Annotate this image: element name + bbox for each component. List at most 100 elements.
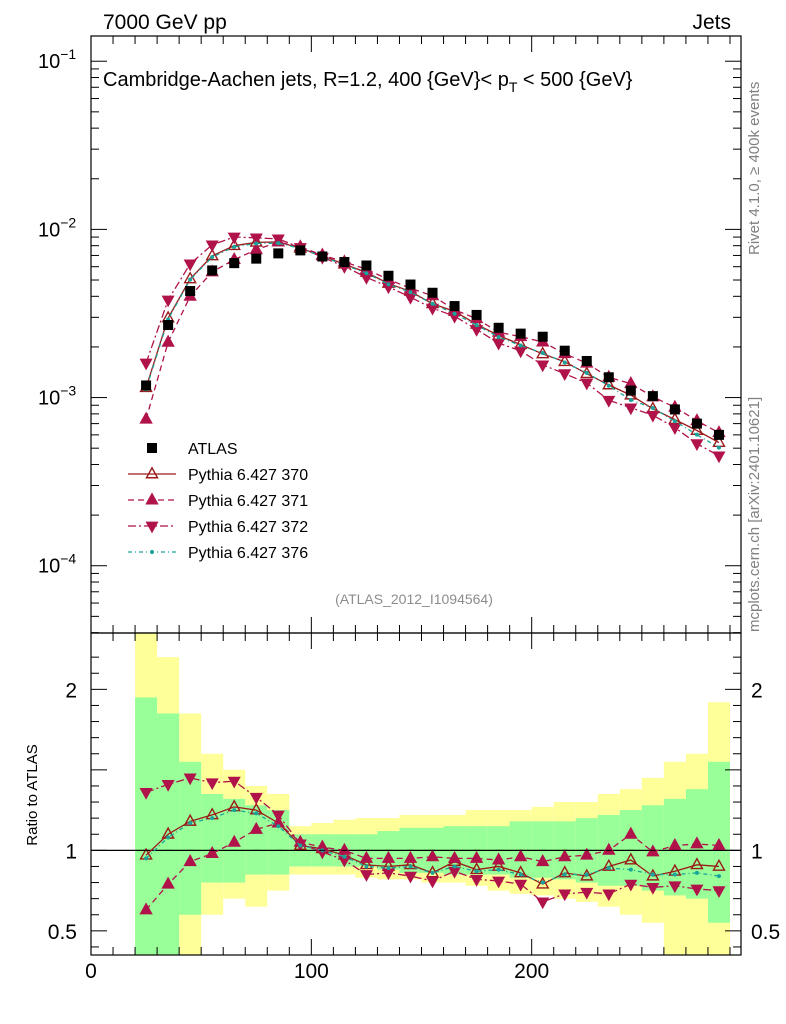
ratio-point-pythia-6-427-376 <box>144 856 149 861</box>
ratio-band-inner <box>531 821 554 878</box>
main-line-pythia-6-427-372 <box>145 236 720 457</box>
ratio-point-pythia-6-427-372 <box>205 778 219 791</box>
main-point-pythia-6-427-372 <box>470 325 484 337</box>
ratio-point-pythia-6-427-372 <box>426 876 440 889</box>
main-point-pythia-6-427-370 <box>558 354 572 367</box>
main-ytick-label-exponent: −4 <box>60 551 76 567</box>
ratio-point-pythia-6-427-371 <box>425 849 440 862</box>
main-line-pythia-6-427-376 <box>145 242 720 449</box>
main-point-pythia-6-427-376 <box>518 343 523 348</box>
ratio-point-pythia-6-427-376 <box>496 867 501 872</box>
main-point-pythia-6-427-372 <box>492 338 506 351</box>
data-point-atlas <box>361 260 372 271</box>
ratio-point-pythia-6-427-376 <box>628 867 633 872</box>
ratio-point-pythia-6-427-370 <box>359 857 374 870</box>
chart-title-end: < 500 {GeV} <box>517 69 632 91</box>
main-point-pythia-6-427-376 <box>364 271 369 276</box>
main-point-pythia-6-427-372 <box>536 360 550 373</box>
ratio-point-pythia-6-427-371 <box>712 837 726 850</box>
ratio-point-pythia-6-427-370 <box>558 865 572 878</box>
ratio-point-pythia-6-427-372 <box>249 792 263 805</box>
main-point-pythia-6-427-372 <box>139 358 153 371</box>
ratio-point-pythia-6-427-372 <box>492 876 506 889</box>
main-point-pythia-6-427-376 <box>430 301 435 306</box>
xtick-label: 100 <box>294 960 329 983</box>
ratio-point-pythia-6-427-372 <box>139 788 153 800</box>
xtick-label: 200 <box>514 960 549 983</box>
main-point-pythia-6-427-372 <box>646 410 660 423</box>
ratio-point-pythia-6-427-376 <box>694 870 699 875</box>
ratio-point-pythia-6-427-372 <box>183 773 197 786</box>
main-ytick-label: 10−4 <box>38 551 76 578</box>
ratio-point-pythia-6-427-371 <box>139 902 153 915</box>
ratio-point-pythia-6-427-376 <box>298 843 303 848</box>
ratio-point-pythia-6-427-376 <box>452 864 457 869</box>
ratio-point-pythia-6-427-376 <box>584 872 589 877</box>
ratio-point-pythia-6-427-376 <box>188 820 193 825</box>
ratio-point-pythia-6-427-371 <box>491 852 506 865</box>
data-point-atlas <box>493 322 504 333</box>
ratio-frame <box>90 632 742 956</box>
main-point-pythia-6-427-370 <box>580 366 594 379</box>
ratio-point-pythia-6-427-371 <box>447 850 462 863</box>
ratio-point-pythia-6-427-370 <box>536 876 550 889</box>
main-point-pythia-6-427-372 <box>249 233 263 246</box>
main-point-pythia-6-427-376 <box>584 370 589 375</box>
ratio-ytick-label-left: 2 <box>65 679 77 702</box>
main-ytick-label: 10−3 <box>38 383 76 410</box>
main-point-pythia-6-427-370 <box>602 377 616 390</box>
data-point-atlas <box>603 372 614 383</box>
ratio-point-pythia-6-427-376 <box>430 870 435 875</box>
legend-label: ATLAS <box>188 441 238 458</box>
ratio-point-pythia-6-427-372 <box>602 889 616 902</box>
ratio-point-pythia-6-427-372 <box>161 779 175 792</box>
main-point-pythia-6-427-376 <box>562 360 567 365</box>
main-point-pythia-6-427-372 <box>690 439 704 452</box>
data-point-atlas <box>339 256 350 267</box>
main-point-pythia-6-427-372 <box>426 303 440 316</box>
mcplots-label: mcplots.cern.ch [arXiv:2401.10621] <box>746 397 763 632</box>
ratio-point-pythia-6-427-371 <box>205 845 219 859</box>
main-point-pythia-6-427-372 <box>271 234 285 247</box>
ratio-point-pythia-6-427-376 <box>386 866 391 871</box>
ratio-point-pythia-6-427-371 <box>359 850 374 863</box>
ratio-point-pythia-6-427-376 <box>540 880 545 885</box>
data-point-atlas <box>449 301 460 312</box>
ratio-point-pythia-6-427-370 <box>469 862 484 875</box>
legend: ATLAS Pythia 6.427 370 Pythia 6.427 371 Pyt… <box>128 441 308 562</box>
ratio-point-pythia-6-427-372 <box>580 887 594 900</box>
ratio-point-pythia-6-427-376 <box>518 872 523 877</box>
ratio-point-pythia-6-427-371 <box>536 854 550 867</box>
data-point-atlas <box>713 429 724 440</box>
main-ytick-label: 10−2 <box>38 214 76 241</box>
ratio-point-pythia-6-427-372 <box>359 870 373 882</box>
main-point-pythia-6-427-371 <box>249 242 263 255</box>
data-point-atlas <box>405 279 416 290</box>
ratio-point-pythia-6-427-372 <box>403 871 418 884</box>
ratio-ytick-label-left: 1 <box>65 840 77 863</box>
main-point-pythia-6-427-372 <box>161 295 175 308</box>
ratio-point-pythia-6-427-370 <box>602 858 616 871</box>
chart-title-sub: T <box>509 79 518 95</box>
main-point-pythia-6-427-372 <box>668 423 682 435</box>
ratio-point-pythia-6-427-372 <box>558 889 572 902</box>
legend-marker <box>147 443 157 453</box>
ratio-point-pythia-6-427-372 <box>514 879 528 892</box>
legend-marker <box>150 550 154 554</box>
data-point-atlas <box>691 418 702 429</box>
legend-label: Pythia 6.427 371 <box>188 493 308 510</box>
data-point-atlas <box>273 248 284 259</box>
ratio-point-pythia-6-427-370 <box>183 813 197 826</box>
ratio-point-pythia-6-427-376 <box>254 811 259 816</box>
ratio-point-pythia-6-427-371 <box>227 834 241 847</box>
ratio-point-pythia-6-427-370 <box>712 858 726 871</box>
main-point-pythia-6-427-376 <box>188 277 193 282</box>
main-point-pythia-6-427-372 <box>602 395 616 408</box>
ratio-point-pythia-6-427-371 <box>161 876 175 889</box>
main-frame <box>90 35 742 634</box>
ratio-point-pythia-6-427-371 <box>690 836 704 849</box>
ratio-point-pythia-6-427-376 <box>232 808 237 813</box>
main-point-pythia-6-427-372 <box>624 403 638 416</box>
legend-label: Pythia 6.427 372 <box>188 519 308 536</box>
